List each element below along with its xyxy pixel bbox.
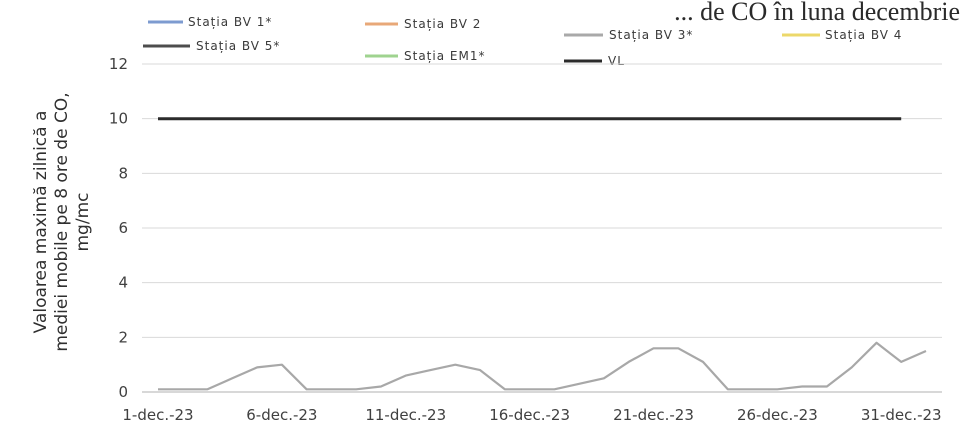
y-tick-labels: 0 2 4 6 8 10 12 [109,55,128,401]
x-tick-label: 21-dec.-23 [613,406,694,424]
y-tick-label: 10 [109,110,128,128]
x-tick-label: 1-dec.-23 [122,406,193,424]
x-tick-label: 6-dec.-23 [246,406,317,424]
x-tick-labels: 1-dec.-23 6-dec.-23 11-dec.-23 16-dec.-23 21… [122,406,941,424]
y-axis-title-line-1: Valoarea maximă zilnică a [31,111,51,334]
y-axis-title-line-3: mg/mc [73,193,93,252]
chart-title: ... de CO în luna decembrie [674,0,960,26]
x-tick-label: 11-dec.-23 [365,406,446,424]
y-tick-label: 8 [118,164,128,182]
y-tick-label: 6 [118,219,128,237]
y-tick-label: 2 [118,328,128,346]
legend-label-bv4: Stația BV 4 [825,28,902,42]
gridlines [142,63,942,393]
series-lines [158,117,927,391]
legend: Stația BV 1* Stația BV 2 Stația BV 3* St… [143,15,902,68]
legend-label-vl: VL [608,54,625,68]
legend-label-bv1: Stația BV 1* [188,15,272,29]
legend-label-bv2: Stația BV 2 [404,17,481,31]
legend-label-bv5: Stația BV 5* [196,39,280,53]
y-tick-label: 4 [118,274,128,292]
y-axis-title-line-2: mediei mobile pe 8 ore de CO, [52,92,72,351]
x-tick-label: 16-dec.-23 [489,406,570,424]
x-tick-label: 26-dec.-23 [737,406,818,424]
series-line-7 [158,341,927,391]
legend-label-bv3: Stația BV 3* [609,28,693,42]
y-tick-label: 12 [109,55,128,73]
y-axis-title: Valoarea maximă zilnică a mediei mobile … [31,92,93,351]
legend-label-em1: Stația EM1* [404,49,485,63]
y-tick-label: 0 [118,383,128,401]
x-tick-label: 31-dec.-23 [861,406,942,424]
